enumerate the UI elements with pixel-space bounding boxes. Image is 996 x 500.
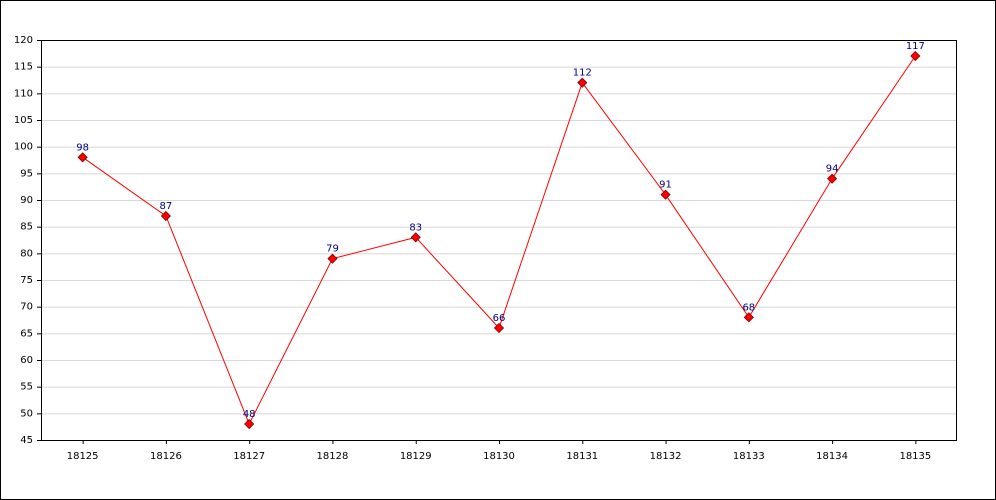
x-tick-label: 18126 <box>150 451 182 462</box>
marker <box>743 312 754 323</box>
x-tick-label: 18135 <box>899 451 931 462</box>
y-tick-label: 90 <box>20 195 33 206</box>
data-label: 79 <box>326 244 339 255</box>
y-tick-label: 50 <box>20 408 33 419</box>
marker <box>910 50 921 62</box>
y-tick-label: 105 <box>14 115 33 126</box>
y-tick-label: 75 <box>20 275 33 286</box>
data-label: 66 <box>493 313 506 324</box>
marker <box>660 189 671 200</box>
y-tick-label: 85 <box>20 222 33 233</box>
y-tick-label: 45 <box>20 435 33 446</box>
x-tick-label: 18131 <box>566 451 598 462</box>
y-tick-label: 110 <box>14 88 33 99</box>
y-tick-label: 100 <box>14 142 33 153</box>
y-tick-label: 95 <box>20 168 33 179</box>
y-tick-label: 60 <box>20 355 33 366</box>
y-tick-label: 120 <box>14 35 33 46</box>
data-label: 94 <box>826 164 839 175</box>
marker <box>577 77 588 88</box>
y-tick-label: 115 <box>14 62 33 73</box>
data-label: 112 <box>573 68 592 79</box>
data-label: 98 <box>76 142 89 153</box>
marker <box>327 253 338 264</box>
x-tick-label: 18130 <box>483 451 515 462</box>
x-tick-label: 18129 <box>400 451 432 462</box>
x-tick-label: 18127 <box>233 451 265 462</box>
x-tick-label: 18133 <box>733 451 765 462</box>
grid <box>41 40 957 441</box>
data-label: 117 <box>906 41 925 52</box>
y-tick-label: 80 <box>20 248 33 259</box>
y-tick-label: 55 <box>20 382 33 393</box>
x-tick-label: 18128 <box>317 451 349 462</box>
data-label: 87 <box>160 201 173 212</box>
marker <box>77 152 88 163</box>
y-tick-label: 65 <box>20 328 33 339</box>
marker <box>244 418 255 430</box>
marker <box>160 210 171 222</box>
data-label: 68 <box>742 302 755 313</box>
marker <box>493 322 505 334</box>
data-label: 48 <box>243 409 256 420</box>
x-tick-label: 18125 <box>67 451 99 462</box>
x-tick-label: 18132 <box>650 451 682 462</box>
x-tick-label: 18134 <box>816 451 848 462</box>
y-tick-label: 70 <box>20 302 33 313</box>
marker <box>827 173 838 184</box>
data-label: 83 <box>409 222 422 233</box>
data-label: 91 <box>659 180 672 191</box>
marker <box>410 232 421 243</box>
